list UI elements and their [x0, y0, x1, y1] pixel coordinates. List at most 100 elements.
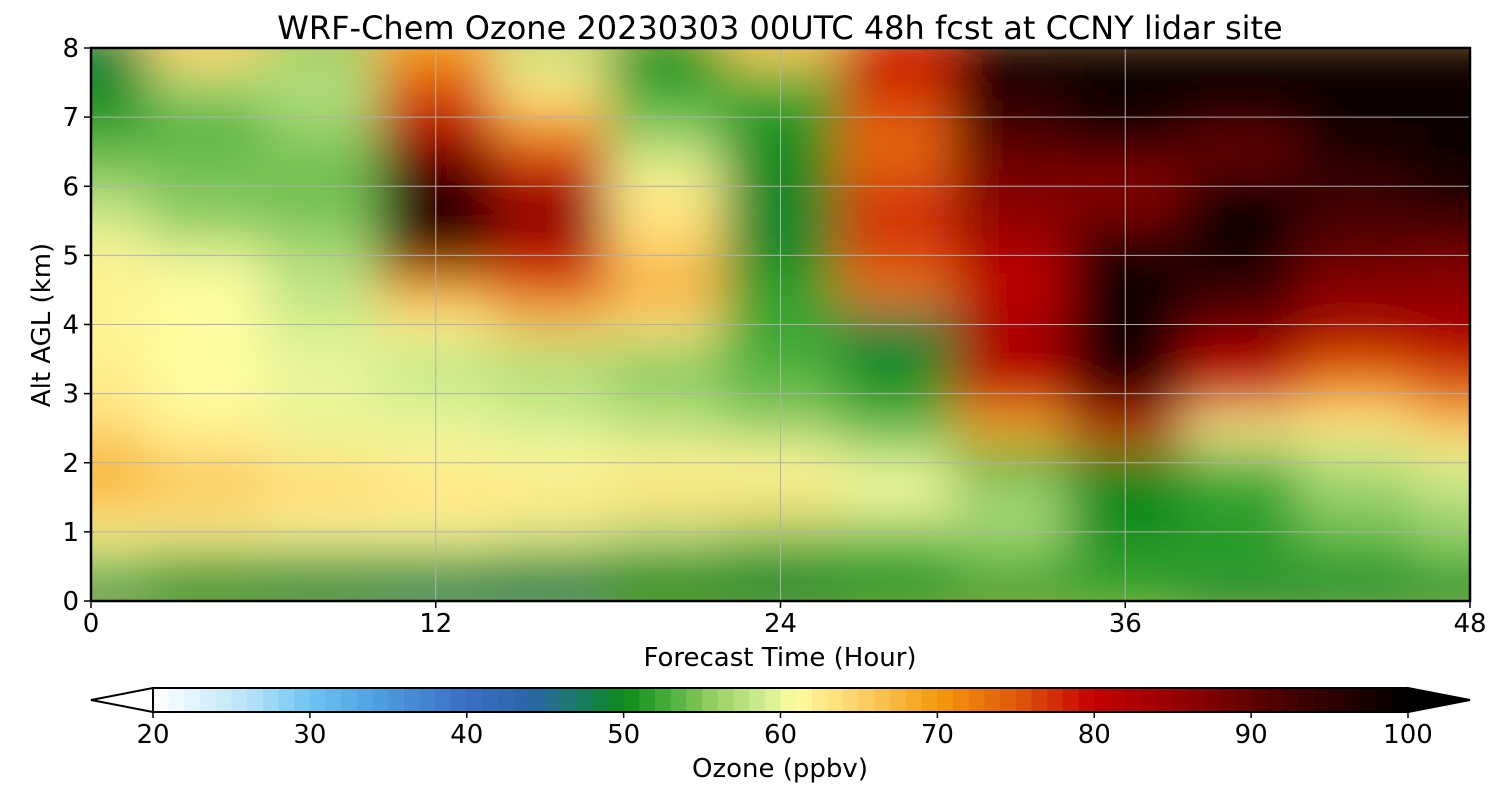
heatmap-cell	[263, 410, 379, 446]
heatmap-cell	[1297, 203, 1414, 239]
heatmap-cell	[493, 272, 609, 308]
heatmap-cell	[263, 48, 379, 66]
heatmap-cell	[1297, 583, 1414, 601]
heatmap-cell	[1297, 272, 1414, 308]
colorbar-max-extension	[1407, 686, 1471, 714]
colorbar-segment	[968, 688, 985, 712]
heatmap-cell	[1412, 48, 1470, 66]
heatmap-cell	[493, 65, 609, 101]
colorbar-segment	[1329, 688, 1346, 712]
heatmap-cell	[1412, 410, 1470, 446]
heatmap-cell	[263, 272, 379, 308]
chart-title: WRF-Chem Ozone 20230303 00UTC 48h fcst a…	[277, 9, 1282, 47]
colorbar-tick-label: 80	[1078, 720, 1111, 750]
heatmap-cell	[837, 48, 954, 66]
heatmap-cell	[952, 583, 1069, 601]
x-tick-label: 48	[1453, 609, 1486, 639]
heatmap-cell	[1182, 65, 1299, 101]
colorbar-segment	[451, 688, 468, 712]
colorbar-segment	[921, 688, 938, 712]
heatmap-cell	[1297, 549, 1414, 585]
heatmap-cell	[952, 272, 1069, 308]
colorbar-segment	[1282, 688, 1299, 712]
colorbar-segment	[592, 688, 609, 712]
heatmap-cell	[837, 341, 954, 377]
heatmap-cell	[148, 549, 264, 585]
colorbar-tick-label: 90	[1235, 720, 1268, 750]
heatmap-cell	[1412, 134, 1470, 170]
colorbar-tick-label: 70	[921, 720, 954, 750]
heatmap-cell	[1182, 410, 1299, 446]
x-tick-label: 0	[83, 609, 100, 639]
colorbar-segment	[560, 688, 577, 712]
heatmap-cell	[148, 341, 264, 377]
colorbar-segment	[780, 688, 797, 712]
heatmap-cell	[91, 549, 149, 585]
colorbar-segment	[670, 688, 687, 712]
heatmap-cell	[1182, 480, 1299, 516]
colorbar-segment	[655, 688, 672, 712]
x-axis-ticks: 0 12 24 36 48	[83, 601, 1487, 639]
heatmap-cell	[148, 410, 264, 446]
colorbar-segment	[1360, 688, 1378, 712]
heatmap-cell	[837, 549, 954, 585]
heatmap-cell	[608, 410, 724, 446]
heatmap-cell	[608, 48, 724, 66]
heatmap-cell	[608, 549, 724, 585]
heatmap-cell	[1412, 203, 1470, 239]
y-tick-label: 7	[62, 103, 79, 133]
colorbar-segment	[294, 688, 311, 712]
y-axis-label: Alt AGL (km)	[27, 243, 57, 407]
colorbar-segment	[168, 688, 185, 712]
heatmap-cell	[493, 341, 609, 377]
colorbar-segment	[278, 688, 295, 712]
grid-lines	[91, 48, 1470, 601]
colorbar-tick-label: 40	[450, 720, 483, 750]
colorbar-segment	[1266, 688, 1283, 712]
colorbar-segment	[1251, 688, 1268, 712]
heatmap-cell	[952, 203, 1069, 239]
colorbar-segment	[890, 688, 907, 712]
colorbar-segment	[937, 688, 954, 712]
heatmap-cell	[263, 65, 379, 101]
heatmap-cell	[1297, 341, 1414, 377]
y-axis-ticks: 0 1 2 3 4 5 6 7 8	[62, 34, 91, 617]
colorbar-min-extension	[90, 686, 154, 714]
heatmap-cell	[263, 134, 379, 170]
colorbar-segment	[874, 688, 891, 712]
heatmap-cell	[952, 549, 1069, 585]
heatmap-cell	[148, 65, 264, 101]
heatmap-cell	[837, 134, 954, 170]
colorbar-segment	[1157, 688, 1174, 712]
colorbar-tick-label: 100	[1383, 720, 1433, 750]
heatmap-cell	[952, 48, 1069, 66]
heatmap-cell	[91, 48, 149, 66]
heatmap-cell	[608, 134, 724, 170]
heatmap-cell	[1297, 480, 1414, 516]
colorbar-segment	[1376, 688, 1393, 712]
heatmap-cell	[148, 134, 264, 170]
heatmap-cell	[1182, 583, 1299, 601]
heatmap-cell	[1182, 272, 1299, 308]
colorbar-segment	[247, 688, 264, 712]
heatmap-cell	[91, 583, 149, 601]
colorbar-segment	[372, 688, 389, 712]
heatmap-cell	[952, 410, 1069, 446]
heatmap-cell	[91, 341, 149, 377]
colorbar-segment	[1031, 688, 1048, 712]
heatmap-cell	[1297, 65, 1414, 101]
colorbar-segment	[1172, 688, 1189, 712]
heatmap-cell	[837, 410, 954, 446]
heatmap-cell	[91, 134, 149, 170]
colorbar-segment	[513, 688, 530, 712]
colorbar-segment	[1188, 688, 1205, 712]
heatmap-cell	[263, 480, 379, 516]
colorbar-segment	[309, 688, 326, 712]
heatmap-cell	[1412, 65, 1470, 101]
colorbar-segment	[1235, 688, 1252, 712]
colorbar-segment	[749, 688, 766, 712]
colorbar-segment	[200, 688, 217, 712]
colorbar-segment	[435, 688, 452, 712]
heatmap-cell	[1412, 480, 1470, 516]
heatmap-cell	[1297, 410, 1414, 446]
